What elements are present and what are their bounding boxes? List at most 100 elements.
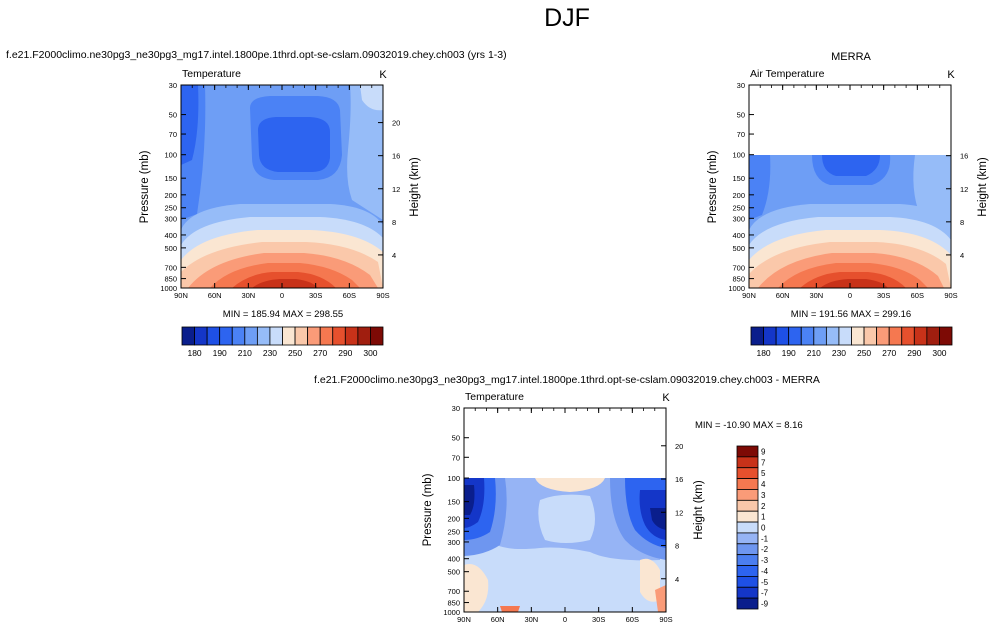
diff-neutral-mid: [538, 494, 595, 543]
model-units-label: K: [379, 69, 387, 81]
obs-colorbar-swatch: [750, 326, 764, 346]
diff-colorbar-swatch: [736, 467, 759, 480]
model-colorbar-label: 210: [238, 348, 252, 358]
obs-colorbar-label: 210: [807, 348, 821, 358]
obs-y2-axis-label: Height (km): [977, 157, 989, 217]
diff-panel-title: f.e21.F2000climo.ne30pg3_ne30pg3_mg17.in…: [314, 374, 820, 386]
model-y-tick-label: 200: [164, 191, 177, 200]
obs-colorbar-swatch: [775, 326, 790, 346]
diff-contour-field: [464, 408, 666, 612]
model-band-south-warm: [347, 85, 383, 220]
diff-colorbar-label: 7: [761, 458, 766, 467]
obs-y-tick-label: 1000: [728, 284, 745, 293]
diff-colorbar-swatch: [736, 554, 759, 566]
diff-surface-warm-south: [655, 585, 666, 612]
diff-colorbar-label: 3: [761, 491, 766, 500]
diff-colorbar-label: -5: [761, 578, 769, 587]
diff-colorbar-label: 4: [761, 480, 766, 489]
diff-colorbar-label: -9: [761, 600, 769, 609]
model-y-tick-label: 50: [169, 111, 177, 120]
model-colorbar-swatch: [231, 326, 246, 346]
diff-y2-ticks: 4 8 12 16 20: [661, 442, 683, 584]
model-x-tick-label: 30N: [241, 291, 255, 300]
model-panel: f.e21.F2000climo.ne30pg3_ne30pg3_mg17.in…: [6, 49, 507, 358]
diff-y-axis-label: Pressure (mb): [422, 473, 434, 546]
diff-colorbar-swatch: [736, 489, 759, 501]
diff-colorbar-swatch: [736, 597, 759, 610]
model-y-tick-label: 100: [164, 151, 177, 160]
obs-y-tick-label: 500: [732, 244, 745, 253]
diff-x-tick-label: 30N: [524, 615, 538, 624]
model-colorbar-label: 250: [288, 348, 302, 358]
obs-y2-tick-label: 4: [960, 251, 964, 260]
model-band-185: [181, 85, 199, 165]
diff-colorbar-label: 0: [761, 524, 766, 533]
diff-colorbar-swatch: [736, 565, 759, 577]
diff-empty-top: [464, 408, 666, 478]
obs-y-tick-label: 250: [732, 204, 745, 213]
obs-colorbar-label: 230: [832, 348, 846, 358]
diff-colorbar-label: -4: [761, 567, 769, 576]
obs-colorbar-swatch: [851, 326, 865, 346]
obs-y2-tick-label: 12: [960, 185, 968, 194]
model-colorbar: 180 190 210 230 250 270 290 300: [181, 326, 384, 358]
diff-colorbar-swatch: [736, 521, 759, 534]
diff-x-tick-label: 0: [563, 615, 567, 624]
model-x-tick-label: 90N: [174, 291, 188, 300]
diff-pos-bottom-right: [640, 558, 660, 602]
diff-y-tick-label: 150: [447, 498, 460, 507]
model-colorbar-swatch: [282, 326, 296, 346]
model-y-tick-label: 700: [164, 263, 177, 272]
model-colorbar-swatch: [294, 326, 309, 346]
obs-colorbar-label: 290: [907, 348, 921, 358]
model-x-ticks: 90N 60N 30N 0 30S 60S 90S: [174, 85, 390, 300]
model-y-axis-label: Pressure (mb): [139, 150, 151, 223]
obs-band-295: [820, 279, 888, 288]
model-x-tick-label: 0: [280, 291, 284, 300]
obs-colorbar-swatch: [825, 326, 840, 346]
model-y2-ticks: 4 8 12 16 20: [378, 119, 400, 260]
diff-colorbar-label: -1: [761, 534, 769, 543]
model-x-tick-label: 90S: [376, 291, 389, 300]
diff-x-tick-label: 90N: [457, 615, 471, 624]
diff-x-tick-label: 60S: [626, 615, 639, 624]
diff-colorbar-swatch: [736, 478, 759, 490]
diff-colorbar-swatch: [736, 510, 759, 523]
obs-x-tick-label: 90S: [944, 291, 957, 300]
diff-y2-tick-label: 16: [675, 475, 683, 484]
obs-y-tick-label: 700: [732, 263, 745, 272]
model-colorbar-label: 300: [363, 348, 377, 358]
diff-x-tick-label: 30S: [592, 615, 605, 624]
obs-y-tick-label: 300: [732, 214, 745, 223]
diff-colorbar-label: -7: [761, 589, 769, 598]
obs-x-ticks: 90N 60N 30N 0 30S 60S 90S: [742, 85, 958, 300]
obs-panel-title: MERRA: [831, 51, 871, 63]
obs-colorbar-swatch: [876, 326, 890, 346]
model-colorbar-label: 230: [263, 348, 277, 358]
obs-empty-top: [749, 85, 951, 155]
model-colorbar-swatch: [269, 326, 283, 346]
obs-y-tick-label: 70: [737, 130, 745, 139]
obs-colorbar-swatch: [926, 326, 940, 346]
obs-x-tick-label: 0: [848, 291, 852, 300]
obs-colorbar-swatch: [813, 326, 827, 346]
model-colorbar-swatch: [219, 326, 233, 346]
diff-y-tick-label: 100: [447, 474, 460, 483]
model-colorbar-swatch: [319, 326, 334, 346]
obs-colorbar-swatch: [913, 326, 928, 346]
obs-contour-field: [749, 85, 951, 288]
diff-panel: f.e21.F2000climo.ne30pg3_ne30pg3_mg17.in…: [314, 374, 820, 624]
obs-x-tick-label: 60N: [776, 291, 790, 300]
model-y2-tick-label: 4: [392, 251, 396, 260]
diff-colorbar-label: 1: [761, 513, 766, 522]
model-y-tick-label: 300: [164, 214, 177, 223]
model-y2-tick-label: 12: [392, 185, 400, 194]
diff-colorbar-swatch: [736, 445, 759, 458]
diff-surface-warm: [500, 606, 520, 612]
obs-y2-tick-label: 16: [960, 152, 968, 161]
obs-y-tick-label: 100: [732, 151, 745, 160]
model-panel-title: f.e21.F2000climo.ne30pg3_ne30pg3_mg17.in…: [6, 49, 507, 61]
model-y-tick-label: 150: [164, 174, 177, 183]
diff-y2-axis-label: Height (km): [693, 480, 705, 540]
